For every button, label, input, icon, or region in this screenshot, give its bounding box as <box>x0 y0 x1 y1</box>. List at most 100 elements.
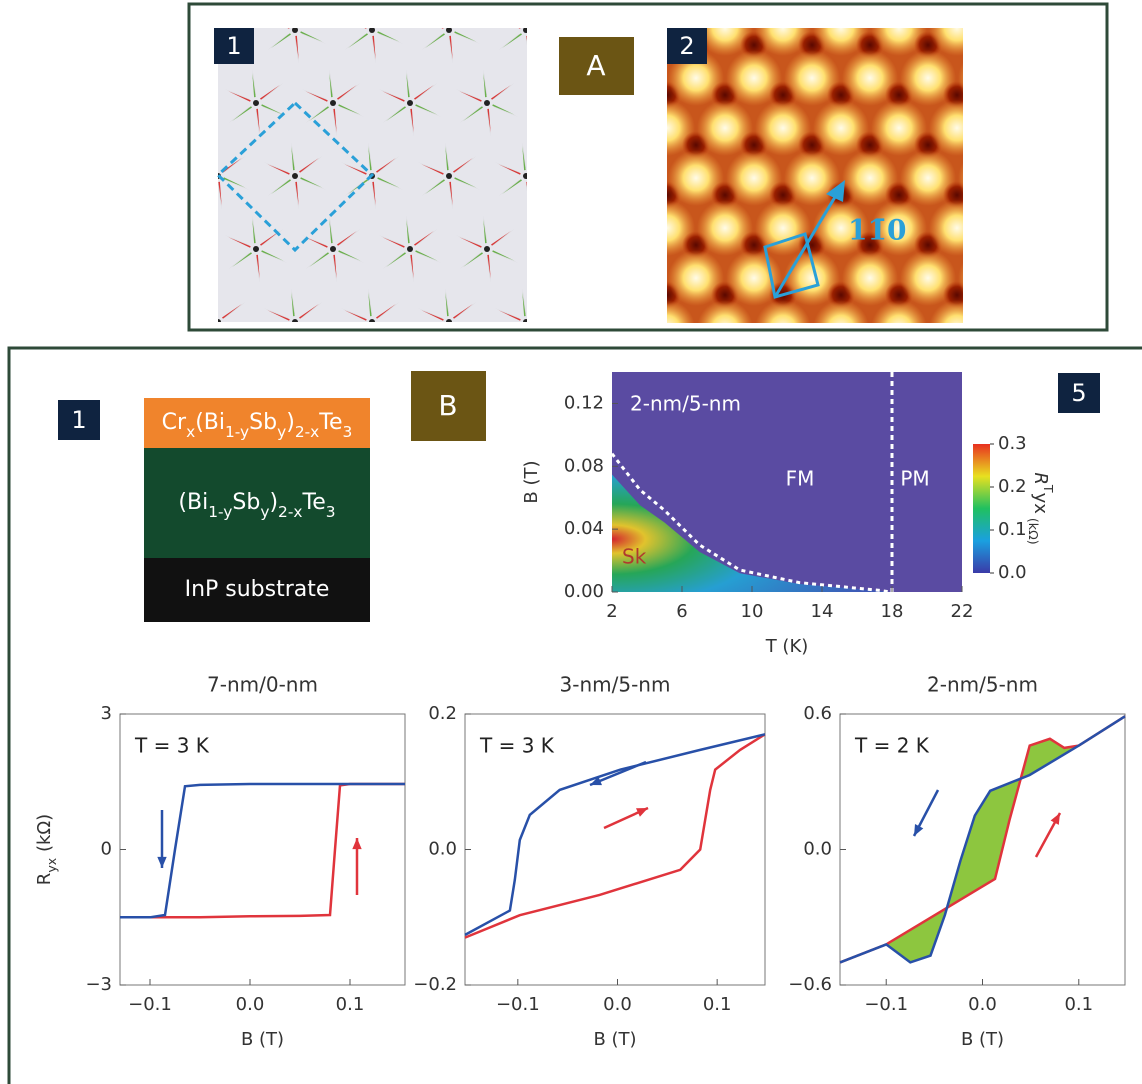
spin-cone <box>148 324 172 336</box>
stm-spot <box>813 28 869 56</box>
spin-cone <box>415 229 438 245</box>
spin-cone <box>600 288 604 314</box>
spin-cone <box>561 361 565 387</box>
spin-cone <box>382 91 405 102</box>
spin-cone <box>256 254 260 279</box>
spin-cone <box>570 375 592 391</box>
spin-cone <box>463 252 483 268</box>
label-part: Cr <box>162 410 187 435</box>
spin-cone <box>560 219 563 243</box>
spin-cone <box>299 303 319 319</box>
spin-cone <box>532 302 554 318</box>
y-tick-label: 0.0 <box>803 839 832 860</box>
layer <box>144 558 370 622</box>
spin-cone <box>564 255 567 279</box>
spin-core <box>176 246 182 252</box>
spin-core <box>253 392 259 398</box>
spin-cone <box>533 235 557 247</box>
spin-cone <box>533 32 557 44</box>
spin-cone <box>530 12 550 27</box>
stm-spot <box>697 28 753 56</box>
spin-cone <box>603 330 607 356</box>
spin-cone <box>148 381 172 393</box>
segmented-label: RTyx (kΩ) <box>1026 472 1056 544</box>
spin-cone <box>260 84 280 100</box>
spin-cone <box>531 177 553 188</box>
spin-cone <box>418 16 442 28</box>
stm-spot <box>726 50 782 106</box>
x-tick-label: 14 <box>811 601 834 622</box>
spin-cone <box>641 255 644 279</box>
panel-label: 2 <box>679 32 694 60</box>
section-label: A <box>586 49 605 82</box>
spin-cone <box>406 215 410 242</box>
stm-pit <box>1030 31 1058 59</box>
spin-cone <box>453 12 473 27</box>
x-tick-label: −0.1 <box>496 994 540 1015</box>
spin-cone <box>406 365 409 389</box>
spin-cone <box>492 83 515 99</box>
spin-cone <box>252 365 255 389</box>
label-part: 2-x <box>295 423 319 441</box>
spin-cone <box>305 91 328 102</box>
spin-cone <box>421 310 444 321</box>
stm-pit <box>1001 281 1029 309</box>
spin-cone <box>638 69 642 95</box>
spin-cone <box>261 250 284 261</box>
spin-cone <box>228 91 251 102</box>
spin-cone <box>455 10 477 26</box>
spin-cone <box>147 302 169 318</box>
spin-cone <box>386 106 406 122</box>
spin-cone <box>329 215 333 242</box>
spin-cone <box>341 16 365 28</box>
stm-spot <box>958 162 963 194</box>
stm-spot <box>929 28 963 56</box>
spin-cone <box>561 215 565 241</box>
spin-cone <box>382 237 405 248</box>
spin-core <box>253 246 259 252</box>
spin-cone <box>526 183 527 192</box>
spin-cone <box>483 219 487 244</box>
chart-title: 2-nm/5-nm <box>927 673 1038 697</box>
spin-cone <box>502 179 522 195</box>
spin-cone <box>224 10 246 26</box>
spin-cone <box>110 308 134 320</box>
arrow-head <box>590 776 602 786</box>
stm-spot <box>900 50 956 106</box>
segmented-label: Ryx (kΩ) <box>34 814 59 885</box>
stm-spot <box>1016 250 1072 306</box>
spin-cone <box>256 256 260 283</box>
label-part: Te <box>318 410 342 435</box>
spin-cone <box>449 37 453 64</box>
x-axis-label: B (T) <box>241 1029 284 1050</box>
spin-cone <box>344 34 367 50</box>
spin-cone <box>532 156 554 172</box>
spin-cone <box>537 253 559 269</box>
spin-cone <box>406 69 410 96</box>
spin-cone <box>147 156 169 172</box>
direction-arrow <box>773 191 840 298</box>
spin-cone <box>329 69 333 96</box>
layer <box>144 398 370 448</box>
spin-cone <box>613 237 635 248</box>
stm-pit <box>682 331 710 359</box>
spin-cone <box>305 383 327 394</box>
label-part: y <box>277 423 286 441</box>
spin-core <box>561 246 567 252</box>
x-tick-label: 0.0 <box>968 994 997 1015</box>
stm-spot <box>842 250 898 306</box>
spin-cone <box>608 323 630 334</box>
panel-label-box <box>1058 373 1100 413</box>
spin-cone <box>487 110 491 137</box>
section-label-box <box>411 371 486 441</box>
spin-cone <box>376 303 396 319</box>
spin-cone <box>187 162 211 174</box>
spin-cone <box>299 157 319 173</box>
spin-cone <box>531 323 553 334</box>
spin-cone <box>222 12 242 27</box>
spin-cone <box>607 158 627 173</box>
stm-pit <box>972 331 1000 359</box>
spin-cone <box>575 18 597 29</box>
spin-cone <box>382 383 404 394</box>
